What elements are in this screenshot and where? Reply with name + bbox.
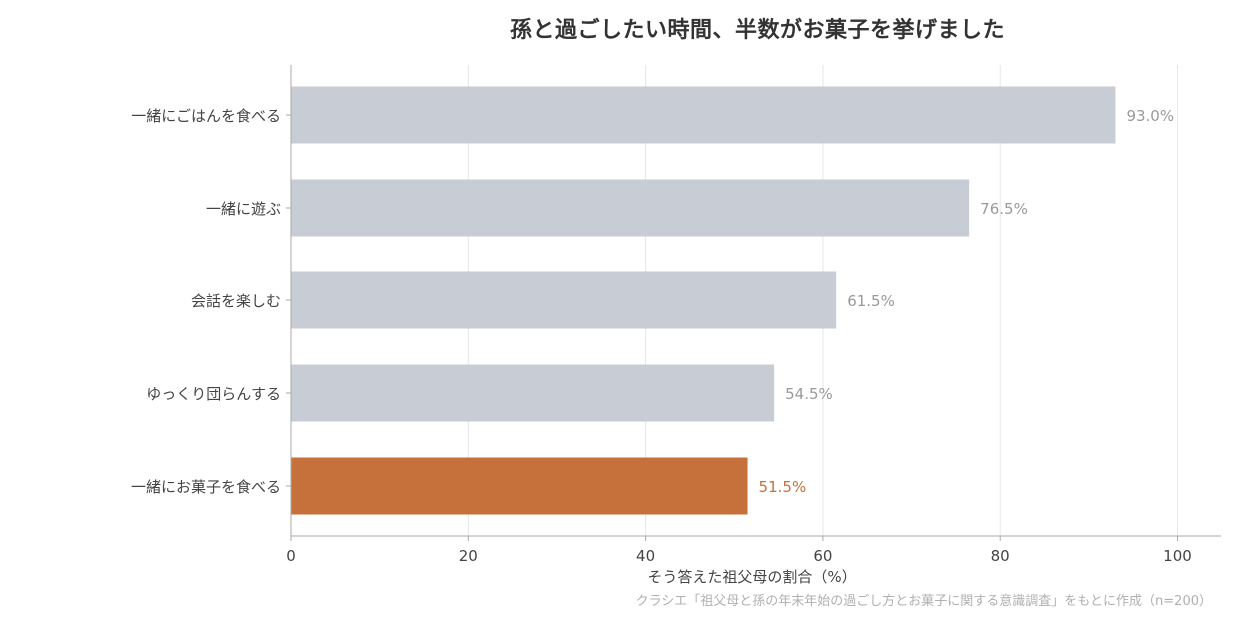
- labels: 93.0% 一緒にごはんを食べる 76.5% 一緒に遊ぶ 61.5% 会話を楽しむ 54.5…: [131, 107, 1174, 496]
- data-label: 51.5%: [759, 478, 807, 496]
- chart-title: 孫と過ごしたい時間、半数がお菓子を挙げました: [509, 18, 1005, 43]
- x-tick-label: 40: [636, 547, 655, 565]
- bar: [291, 271, 837, 329]
- x-axis-title: そう答えた祖父母の割合（%）: [647, 568, 856, 586]
- bar: [291, 179, 970, 237]
- data-label: 76.5%: [980, 200, 1028, 218]
- category-label: ゆっくり団らんする: [146, 385, 281, 403]
- x-tick-label: 80: [991, 547, 1010, 565]
- source-note: クラシエ「祖父母と孫の年末年始の過ごし方とお菓子に関する意識調査」をもとに作成（…: [636, 593, 1212, 609]
- x-tick-label: 60: [813, 547, 832, 565]
- bar: [291, 86, 1116, 144]
- bars: [291, 86, 1116, 515]
- category-label: 一緒に遊ぶ: [206, 200, 281, 218]
- data-label: 93.0%: [1126, 107, 1174, 125]
- category-label: 一緒にお菓子を食べる: [131, 478, 281, 496]
- data-label: 54.5%: [785, 385, 833, 403]
- data-label: 61.5%: [847, 292, 895, 310]
- category-label: 会話を楽しむ: [191, 292, 281, 310]
- bar: [291, 457, 748, 515]
- axes: 0 20 40 60 80 100: [286, 65, 1221, 565]
- x-tick-label: 100: [1163, 547, 1192, 565]
- x-tick-label: 0: [286, 547, 296, 565]
- x-tick-label: 20: [459, 547, 478, 565]
- category-label: 一緒にごはんを食べる: [131, 107, 281, 125]
- bar: [291, 364, 775, 422]
